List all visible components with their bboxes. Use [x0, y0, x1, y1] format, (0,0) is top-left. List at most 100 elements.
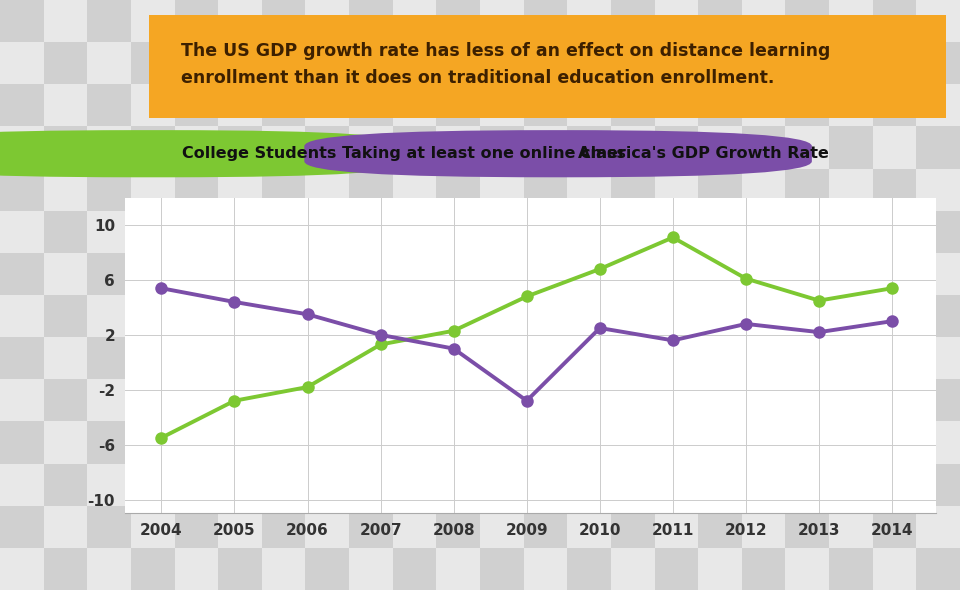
Bar [87, 0, 131, 42]
Bar [742, 464, 785, 506]
Bar [43, 0, 87, 42]
Bar [523, 126, 567, 169]
Bar [305, 0, 349, 42]
Bar [742, 421, 785, 464]
Bar [567, 506, 611, 548]
Bar [785, 0, 829, 42]
Bar [785, 126, 829, 169]
Bar [480, 506, 523, 548]
Bar [698, 211, 742, 253]
Bar [87, 464, 131, 506]
Bar [43, 337, 87, 379]
Bar [218, 506, 262, 548]
Bar [0, 421, 43, 464]
Bar [0, 464, 43, 506]
Bar [917, 506, 960, 548]
Bar [742, 295, 785, 337]
Bar [393, 421, 437, 464]
Bar [0, 0, 43, 42]
Bar [917, 421, 960, 464]
Bar [785, 548, 829, 590]
Bar [349, 211, 393, 253]
Bar [262, 295, 305, 337]
Bar [349, 337, 393, 379]
Bar [393, 84, 437, 126]
Bar [87, 211, 131, 253]
Bar [131, 548, 175, 590]
Bar [742, 548, 785, 590]
Bar [393, 548, 437, 590]
Bar [785, 295, 829, 337]
Bar [523, 253, 567, 295]
Bar [655, 548, 698, 590]
Bar [87, 126, 131, 169]
Bar [523, 421, 567, 464]
Bar [218, 84, 262, 126]
Bar [523, 211, 567, 253]
Bar [873, 379, 917, 421]
Bar [437, 169, 480, 211]
Bar [742, 0, 785, 42]
Bar [393, 126, 437, 169]
Bar [698, 379, 742, 421]
Bar [480, 379, 523, 421]
Bar [523, 506, 567, 548]
Bar [131, 464, 175, 506]
Bar [523, 84, 567, 126]
Text: America's GDP Growth Rate: America's GDP Growth Rate [578, 146, 828, 161]
Bar [917, 253, 960, 295]
Bar [175, 84, 218, 126]
Bar [917, 379, 960, 421]
Bar [917, 464, 960, 506]
Bar [829, 337, 873, 379]
Bar [349, 464, 393, 506]
FancyBboxPatch shape [304, 130, 812, 178]
Bar [175, 211, 218, 253]
Bar [567, 84, 611, 126]
Bar [262, 506, 305, 548]
Bar [698, 295, 742, 337]
Bar [785, 253, 829, 295]
Bar [917, 295, 960, 337]
Bar [175, 42, 218, 84]
Bar [698, 0, 742, 42]
Bar [873, 548, 917, 590]
Bar [611, 379, 655, 421]
Bar [742, 253, 785, 295]
Bar [393, 337, 437, 379]
Bar [393, 464, 437, 506]
Bar [305, 421, 349, 464]
Bar [480, 337, 523, 379]
Bar [873, 84, 917, 126]
Bar [175, 506, 218, 548]
Bar [917, 548, 960, 590]
Bar [131, 211, 175, 253]
Bar [0, 506, 43, 548]
Bar [742, 169, 785, 211]
Bar [131, 0, 175, 42]
Bar [437, 211, 480, 253]
Bar [349, 126, 393, 169]
Bar [523, 0, 567, 42]
Bar [829, 295, 873, 337]
Bar [262, 379, 305, 421]
Bar [611, 506, 655, 548]
Bar [175, 0, 218, 42]
Bar [218, 295, 262, 337]
Bar [131, 506, 175, 548]
Bar [698, 421, 742, 464]
Bar [87, 337, 131, 379]
Bar [480, 211, 523, 253]
Bar [917, 337, 960, 379]
Bar [829, 464, 873, 506]
Bar [218, 337, 262, 379]
Bar [829, 169, 873, 211]
Bar [523, 379, 567, 421]
Bar [305, 253, 349, 295]
Bar [175, 295, 218, 337]
Bar [131, 169, 175, 211]
Bar [785, 464, 829, 506]
Bar [480, 464, 523, 506]
Bar [829, 253, 873, 295]
Bar [87, 42, 131, 84]
